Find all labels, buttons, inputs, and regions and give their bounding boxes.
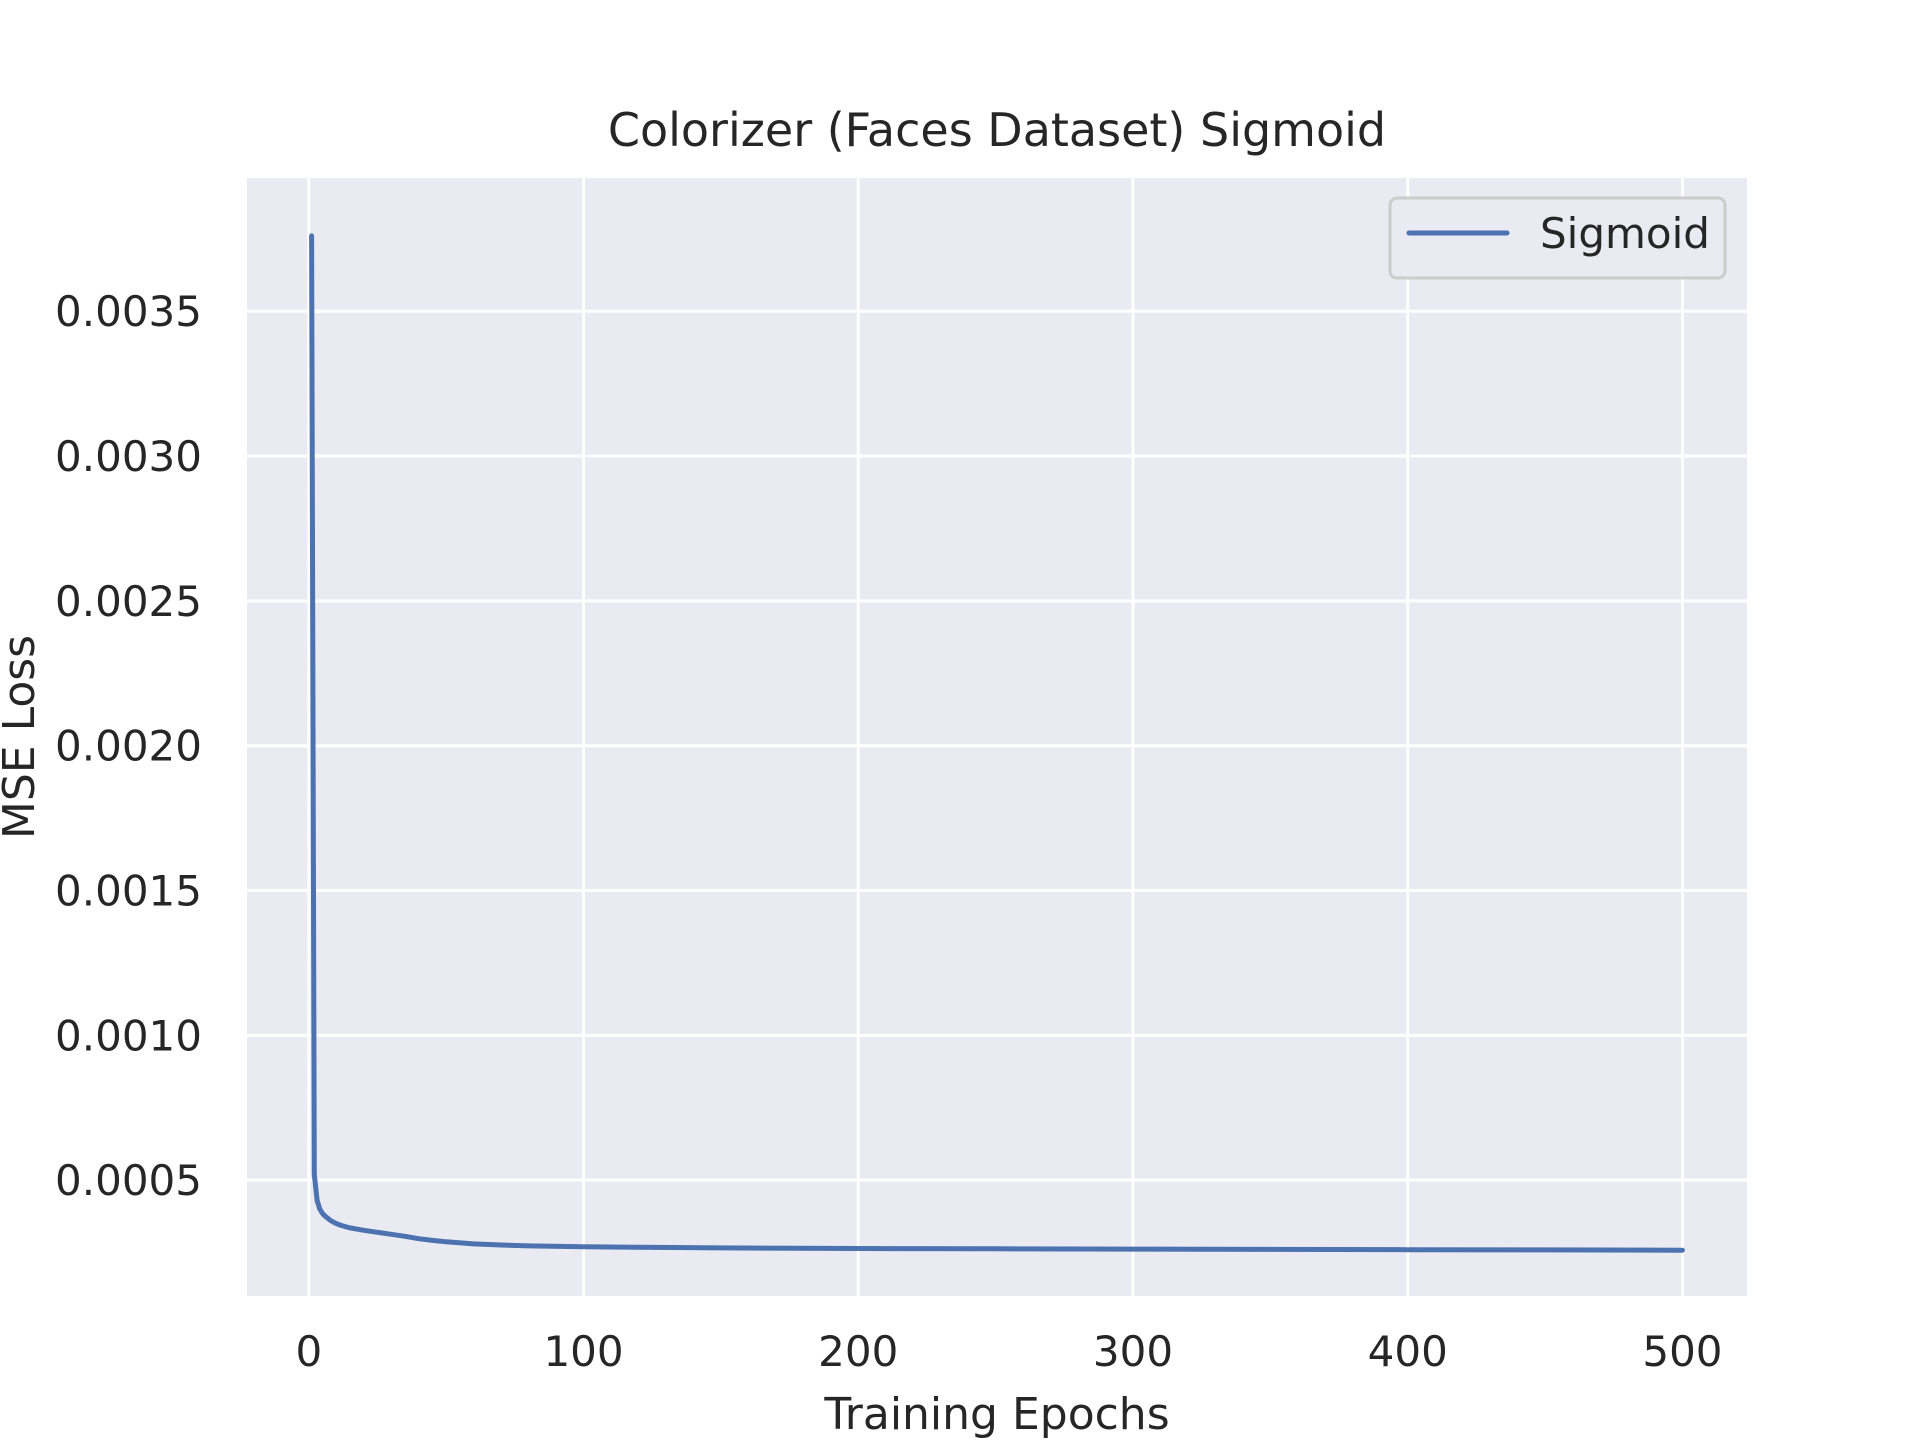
y-tick-label: 0.0025	[55, 577, 202, 626]
y-tick-label: 0.0015	[55, 867, 202, 916]
plot-background	[247, 178, 1747, 1296]
legend-box	[1388, 196, 1727, 280]
x-tick-label: 200	[818, 1327, 898, 1376]
x-axis-label: Training Epochs	[823, 1389, 1169, 1440]
y-tick-label: 0.0020	[55, 722, 202, 771]
y-axis-label: MSE Loss	[0, 635, 45, 839]
x-tick-label: 300	[1093, 1327, 1173, 1376]
y-tick-label: 0.0035	[55, 287, 202, 336]
tick-labels: 0 100 200 300 400 500 0.0005 0.0010 0.0015 0.0020…	[55, 287, 1722, 1376]
y-tick-label: 0.0030	[55, 432, 202, 481]
chart-title: Colorizer (Faces Dataset) Sigmoid	[608, 103, 1386, 157]
x-tick-label: 500	[1642, 1327, 1722, 1376]
legend-label: Sigmoid	[1540, 209, 1710, 258]
x-tick-label: 400	[1368, 1327, 1448, 1376]
series-group	[309, 233, 1685, 1253]
y-tick-label: 0.0010	[55, 1011, 202, 1060]
y-tick-label: 0.0005	[55, 1156, 202, 1205]
x-tick-label: 0	[295, 1327, 322, 1376]
grid	[247, 178, 1747, 1296]
legend: Sigmoid	[1388, 196, 1727, 280]
series-line-sigmoid	[309, 233, 1685, 1253]
x-tick-label: 100	[543, 1327, 623, 1376]
